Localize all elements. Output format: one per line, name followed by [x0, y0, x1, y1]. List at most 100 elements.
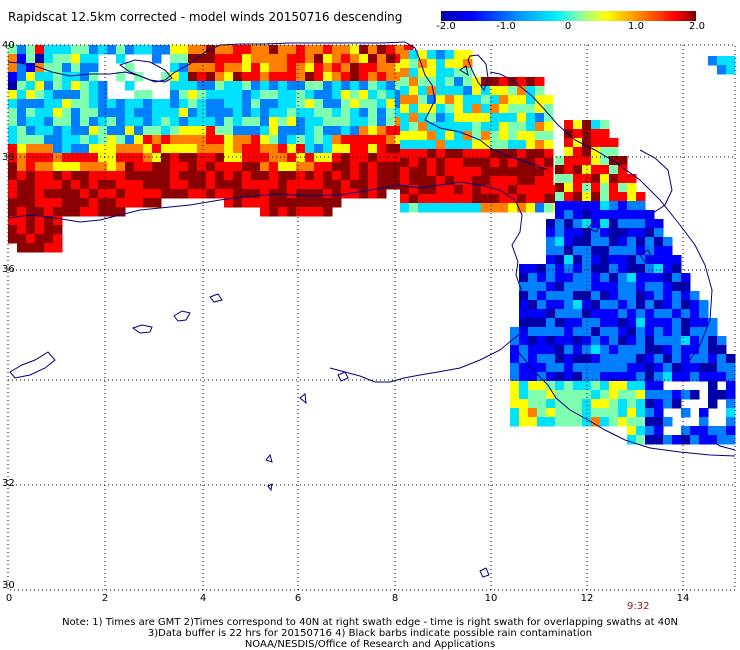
wind-cell [53, 225, 63, 235]
wind-cell [582, 156, 592, 166]
wind-cell [627, 291, 637, 301]
wind-cell [62, 54, 72, 64]
wind-cell [490, 167, 500, 177]
wind-cell [418, 95, 428, 105]
wind-cell [305, 198, 315, 208]
wind-cell [305, 207, 315, 217]
wind-cell [600, 183, 610, 193]
wind-cell [251, 108, 261, 118]
wind-cell [663, 246, 673, 256]
wind-cell [528, 300, 538, 310]
wind-cell [427, 122, 437, 132]
wind-cell [663, 327, 673, 337]
wind-cell [582, 327, 592, 337]
wind-cell [600, 264, 610, 274]
wind-cell [418, 131, 428, 141]
wind-cell [53, 45, 63, 55]
wind-cell [107, 189, 117, 199]
wind-cell [645, 264, 655, 274]
wind-cell [544, 158, 554, 168]
wind-cell [80, 72, 90, 82]
wind-cell [323, 144, 333, 154]
note-line-1: Note: 1) Times are GMT 2)Times correspon… [62, 617, 678, 628]
wind-cell [546, 228, 556, 238]
wind-cell [654, 246, 664, 256]
wind-cell [278, 135, 288, 145]
wind-cell [591, 264, 601, 274]
wind-cell [582, 291, 592, 301]
wind-cell [409, 203, 419, 213]
pass-time: 9:32 [627, 601, 650, 612]
wind-cell [463, 185, 473, 195]
wind-cell [526, 185, 536, 195]
wind-cell [454, 176, 464, 186]
wind-cell [386, 72, 396, 82]
wind-cell [636, 282, 646, 292]
wind-cell [395, 108, 405, 118]
wind-cell [600, 381, 610, 391]
wind-cell [627, 300, 637, 310]
wind-cell [44, 126, 54, 136]
wind-cell [591, 300, 601, 310]
wind-cell [517, 158, 527, 168]
wind-cell [107, 171, 117, 181]
wind-cell [645, 408, 655, 418]
wind-cell [573, 381, 583, 391]
wind-cell [564, 354, 574, 364]
wind-cell [278, 72, 288, 82]
wind-cell [663, 300, 673, 310]
wind-cell [80, 135, 90, 145]
wind-cell [314, 135, 324, 145]
wind-cell [573, 390, 583, 400]
wind-cell [526, 131, 536, 141]
wind-cell [708, 399, 718, 409]
wind-cell [53, 135, 63, 145]
wind-cell [609, 390, 619, 400]
wind-cell [645, 327, 655, 337]
wind-cell [463, 149, 473, 159]
wind-cell [80, 108, 90, 118]
wind-cell [314, 207, 324, 217]
wind-cell [418, 149, 428, 159]
wind-cell [152, 171, 162, 181]
wind-cell [591, 174, 601, 184]
wind-cell [287, 72, 297, 82]
wind-cell [332, 144, 342, 154]
wind-cell [436, 131, 446, 141]
wind-cell [206, 81, 216, 91]
wind-cell [508, 158, 518, 168]
wind-cell [445, 122, 455, 132]
wind-cell [418, 140, 428, 150]
wind-cell [251, 180, 261, 190]
wind-cell [314, 117, 324, 127]
wind-cell [618, 390, 628, 400]
wind-cell [663, 255, 673, 265]
wind-cell [609, 237, 619, 247]
wind-cell [636, 192, 646, 202]
wind-cell [472, 77, 482, 87]
wind-cell [152, 126, 162, 136]
wind-cell [404, 45, 414, 55]
wind-cell [107, 117, 117, 127]
wind-cell [609, 201, 619, 211]
wind-cell [89, 45, 99, 55]
wind-cell [233, 90, 243, 100]
wind-cell [573, 174, 583, 184]
wind-cell [445, 77, 455, 87]
wind-cell [26, 54, 36, 64]
wind-cell [44, 234, 54, 244]
wind-cell [600, 246, 610, 256]
wind-cell [116, 207, 126, 217]
wind-cell [645, 426, 655, 436]
wind-cell [672, 345, 682, 355]
wind-cell [618, 327, 628, 337]
wind-cell [564, 219, 574, 229]
wind-cell [44, 90, 54, 100]
wind-cell [672, 309, 682, 319]
wind-cell [53, 198, 63, 208]
wind-cell [134, 117, 144, 127]
wind-cell [152, 144, 162, 154]
wind-cell [125, 45, 135, 55]
wind-cell [350, 90, 360, 100]
wind-cell [663, 354, 673, 364]
